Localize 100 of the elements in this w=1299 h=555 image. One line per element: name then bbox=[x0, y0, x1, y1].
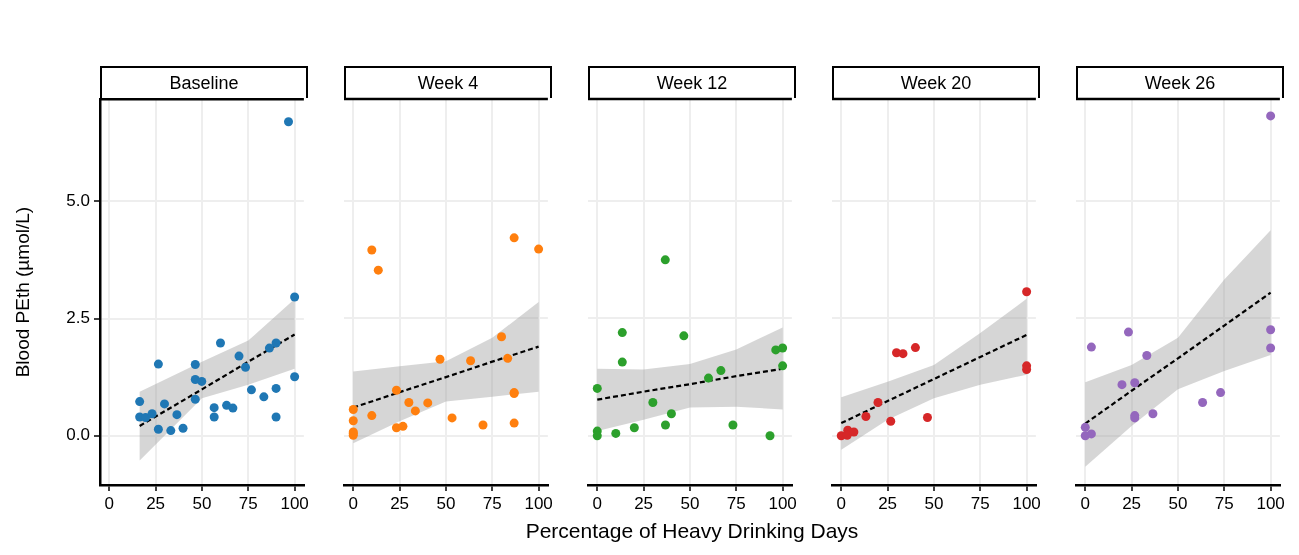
point bbox=[765, 431, 775, 441]
x-axis-title: Percentage of Heavy Drinking Days bbox=[525, 519, 859, 543]
point bbox=[367, 411, 377, 421]
point bbox=[391, 385, 401, 395]
point bbox=[160, 399, 169, 409]
point bbox=[1086, 342, 1096, 352]
point bbox=[373, 265, 383, 275]
point bbox=[703, 373, 713, 383]
point bbox=[172, 410, 182, 420]
x-tick-label: 25 bbox=[1122, 493, 1142, 513]
point bbox=[1022, 287, 1032, 297]
point bbox=[271, 412, 281, 422]
point bbox=[1086, 429, 1096, 439]
point bbox=[728, 420, 738, 430]
point bbox=[1148, 409, 1158, 419]
point bbox=[478, 420, 488, 430]
x-tick-label: 0 bbox=[836, 493, 846, 513]
point bbox=[886, 416, 896, 426]
point bbox=[241, 362, 250, 372]
point bbox=[234, 351, 244, 361]
point bbox=[1080, 422, 1090, 432]
point bbox=[716, 366, 726, 376]
point bbox=[861, 412, 871, 422]
point bbox=[534, 244, 544, 254]
x-tick-label: 75 bbox=[726, 493, 746, 513]
x-tick-label: 100 bbox=[280, 493, 309, 513]
x-tick-label: 25 bbox=[634, 493, 654, 513]
point bbox=[398, 421, 408, 431]
x-tick-label: 25 bbox=[390, 493, 410, 513]
x-tick-label: 75 bbox=[970, 493, 990, 513]
point bbox=[447, 413, 457, 423]
x-tick-label: 0 bbox=[1080, 493, 1090, 513]
point bbox=[660, 420, 670, 430]
x-tick-label: 50 bbox=[192, 493, 212, 513]
x-tick-label: 50 bbox=[436, 493, 456, 513]
point bbox=[648, 397, 658, 407]
chart-title: Week 20 bbox=[832, 66, 1040, 98]
point bbox=[503, 353, 513, 363]
chart-title: Baseline bbox=[100, 66, 308, 98]
line-series bbox=[138, 333, 296, 428]
point bbox=[778, 361, 788, 371]
point bbox=[873, 397, 883, 407]
point bbox=[1266, 325, 1276, 335]
point bbox=[290, 292, 300, 302]
point bbox=[367, 245, 377, 255]
point bbox=[1142, 351, 1152, 361]
y-tick-label: 2.5 bbox=[66, 308, 90, 328]
point bbox=[209, 403, 219, 413]
point bbox=[509, 418, 519, 428]
point bbox=[1216, 388, 1226, 398]
x-tick-label: 0 bbox=[348, 493, 358, 513]
point bbox=[284, 117, 293, 127]
point bbox=[898, 349, 908, 359]
point bbox=[509, 233, 519, 243]
point bbox=[197, 376, 207, 386]
x-tick-label: 50 bbox=[924, 493, 944, 513]
point bbox=[466, 356, 476, 366]
point bbox=[497, 332, 507, 342]
chart-title: Week 12 bbox=[588, 66, 796, 98]
point bbox=[166, 426, 176, 436]
point bbox=[1130, 378, 1140, 388]
point bbox=[135, 397, 145, 407]
chart-title: Week 4 bbox=[344, 66, 552, 98]
x-tick-label: 75 bbox=[1214, 493, 1234, 513]
point bbox=[423, 398, 433, 408]
point bbox=[153, 424, 163, 434]
x-tick-label: 25 bbox=[146, 493, 166, 513]
point bbox=[215, 338, 225, 348]
x-tick-label: 25 bbox=[878, 493, 898, 513]
point bbox=[629, 423, 639, 433]
point bbox=[410, 406, 420, 416]
x-tick-label: 75 bbox=[482, 493, 502, 513]
point bbox=[666, 409, 676, 419]
point bbox=[153, 359, 163, 369]
point bbox=[1117, 380, 1127, 390]
point bbox=[611, 428, 621, 438]
point bbox=[228, 403, 238, 413]
point bbox=[141, 413, 151, 422]
point bbox=[348, 416, 358, 426]
point bbox=[290, 372, 300, 382]
x-tick-label: 100 bbox=[524, 493, 553, 513]
point bbox=[190, 394, 200, 404]
point bbox=[660, 255, 670, 265]
point bbox=[264, 343, 274, 353]
x-tick-label: 100 bbox=[1012, 493, 1041, 513]
point bbox=[271, 383, 281, 393]
point bbox=[1123, 327, 1133, 337]
y-tick-label: 0.0 bbox=[66, 425, 90, 445]
point bbox=[147, 409, 157, 419]
x-tick-label: 50 bbox=[1168, 493, 1188, 513]
x-tick-label: 100 bbox=[768, 493, 797, 513]
point bbox=[1266, 343, 1276, 353]
point bbox=[679, 331, 689, 341]
point bbox=[348, 404, 358, 414]
point bbox=[910, 343, 920, 353]
x-tick-label: 50 bbox=[680, 493, 700, 513]
point bbox=[1198, 397, 1208, 407]
point bbox=[922, 412, 932, 422]
point bbox=[435, 354, 445, 364]
y-tick-label: 5.0 bbox=[66, 191, 90, 211]
